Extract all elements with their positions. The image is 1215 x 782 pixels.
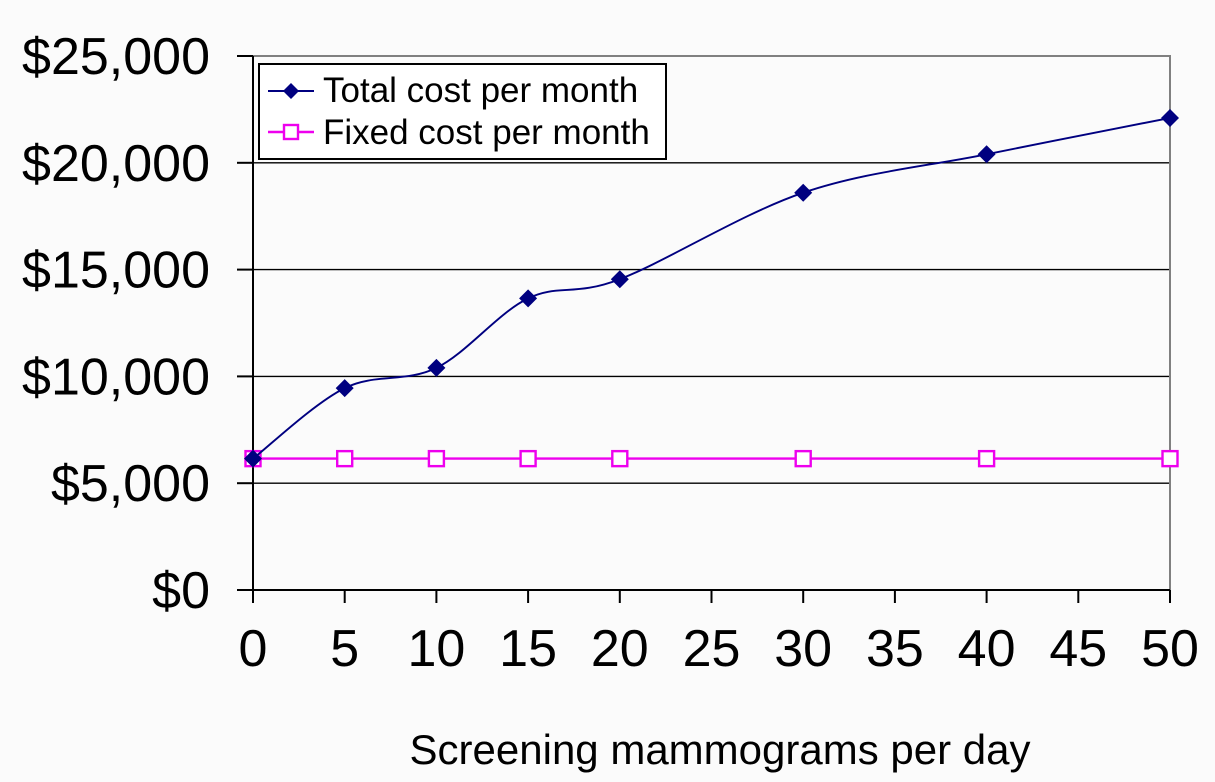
x-axis-title: Screening mammograms per day (409, 726, 1031, 773)
x-tick-label: 40 (958, 620, 1016, 678)
x-tick-label: 0 (239, 620, 268, 678)
y-tick-label: $10,000 (22, 348, 210, 406)
series-marker-total-cost-per-month (244, 449, 262, 468)
y-tick-label: $25,000 (22, 28, 210, 86)
fixed-cost-marker-icon (268, 123, 314, 141)
x-tick-label: 30 (774, 620, 832, 678)
series-marker-total-cost-per-month (335, 379, 354, 398)
series-marker-fixed-cost-per-month (977, 449, 996, 468)
legend-item-fixed-cost: Fixed cost per month (268, 115, 665, 150)
x-tick-label: 20 (591, 620, 649, 678)
legend: Total cost per month Fixed cost per mont… (258, 63, 667, 160)
series-line-total-cost-per-month (252, 116, 1171, 460)
series-marker-fixed-cost-per-month (427, 449, 446, 468)
y-tick-label: $15,000 (22, 242, 210, 300)
series-marker-fixed-cost-per-month (336, 449, 354, 468)
legend-label-fixed-cost: Fixed cost per month (323, 112, 650, 152)
x-tick-label: 35 (866, 620, 924, 678)
legend-item-total-cost: Total cost per month (268, 73, 665, 108)
y-tick-label: $0 (152, 562, 210, 620)
series-marker-fixed-cost-per-month (1161, 449, 1179, 468)
x-tick-label: 50 (1141, 620, 1199, 678)
series-marker-fixed-cost-per-month (794, 449, 812, 468)
x-tick-label: 15 (499, 620, 557, 678)
legend-diamond-icon (283, 82, 299, 99)
x-tick-label: 45 (1049, 620, 1107, 678)
y-tick-label: $20,000 (22, 135, 210, 193)
series-marker-total-cost-per-month (1161, 108, 1179, 127)
x-tick-label: 10 (407, 620, 465, 678)
series-marker-total-cost-per-month (519, 289, 538, 308)
series-marker-total-cost-per-month (610, 270, 629, 289)
total-cost-marker-icon (268, 82, 314, 99)
y-tick-label: $5,000 (51, 455, 210, 513)
series-marker-total-cost-per-month (794, 183, 813, 202)
legend-square-icon (282, 123, 300, 141)
series-marker-fixed-cost-per-month (611, 449, 629, 468)
series-marker-total-cost-per-month (427, 358, 446, 377)
series-marker-fixed-cost-per-month (519, 449, 537, 468)
series-marker-total-cost-per-month (977, 145, 996, 164)
x-tick-label: 25 (683, 620, 741, 678)
legend-label-total-cost: Total cost per month (323, 71, 639, 111)
x-tick-label: 5 (330, 620, 359, 678)
